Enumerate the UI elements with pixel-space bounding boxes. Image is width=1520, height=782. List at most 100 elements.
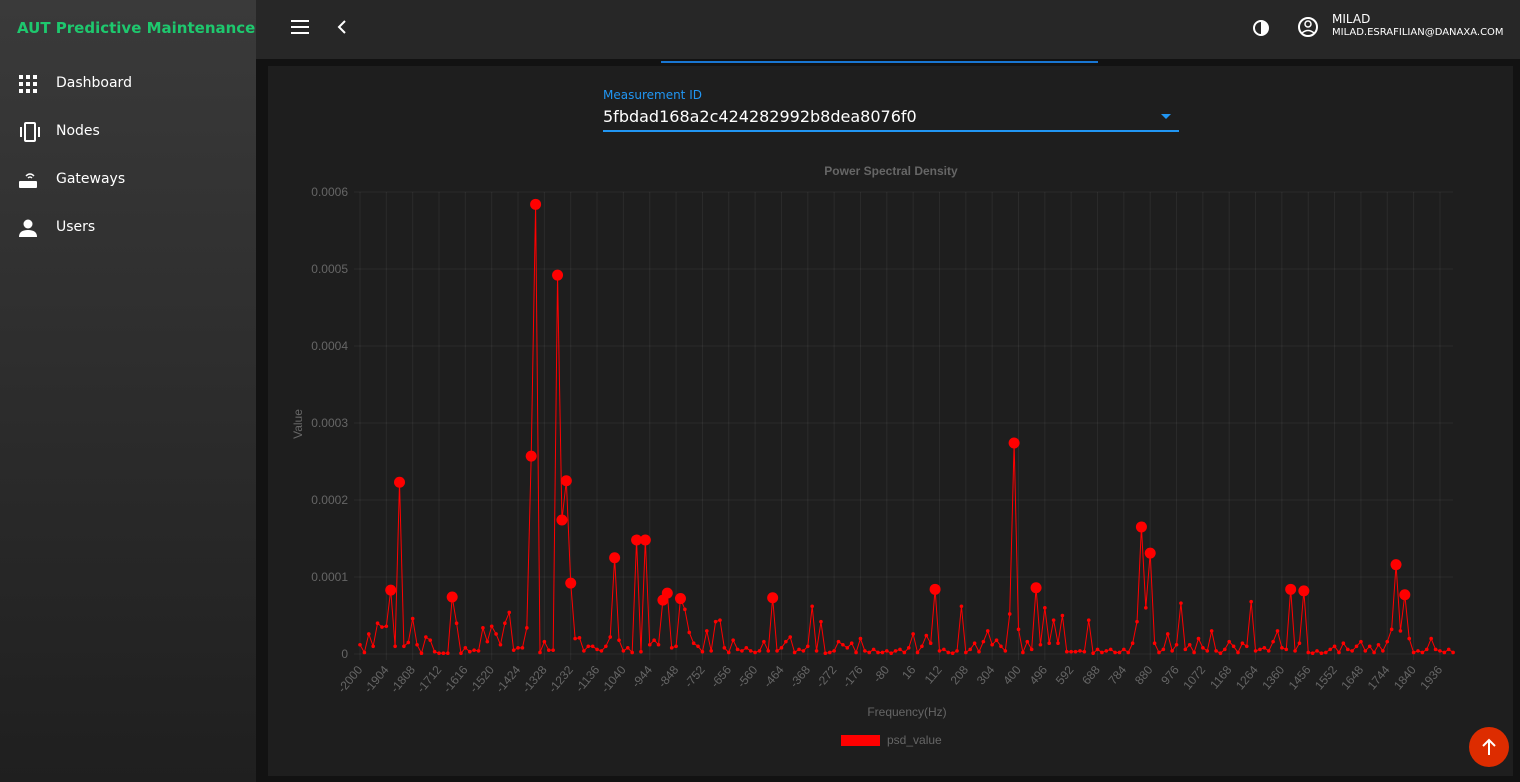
data-point <box>757 649 762 653</box>
data-point <box>906 646 911 650</box>
data-point <box>565 577 577 589</box>
brand[interactable]: AUT Predictive Maintenance <box>17 19 256 37</box>
menu-button[interactable] <box>291 20 309 34</box>
data-point <box>1122 647 1126 652</box>
data-point <box>489 624 494 629</box>
data-point <box>1385 639 1390 644</box>
x-tick-label: -1232 <box>546 663 577 696</box>
data-point <box>652 638 656 642</box>
data-point <box>942 647 946 652</box>
data-point <box>476 649 481 653</box>
x-tick-label: -272 <box>813 663 839 691</box>
data-point <box>1157 650 1161 655</box>
theme-toggle[interactable] <box>1253 20 1269 36</box>
data-point <box>1152 641 1157 646</box>
user-email: MILAD.ESRAFILIAN@DANAXA.COM <box>1332 27 1504 38</box>
data-point <box>1008 437 1020 449</box>
data-point <box>362 650 367 655</box>
data-point <box>735 647 740 652</box>
data-point <box>402 644 406 649</box>
x-tick-label: 1552 <box>1312 663 1340 693</box>
data-point <box>1126 650 1131 655</box>
nav-dashboard[interactable]: Dashboard <box>0 64 256 104</box>
data-point <box>661 587 673 599</box>
data-point <box>1350 649 1354 653</box>
data-point <box>590 644 595 649</box>
data-point <box>1108 647 1113 652</box>
nav-gateways[interactable]: Gateways <box>0 160 256 200</box>
back-button[interactable] <box>337 20 346 34</box>
data-point <box>1165 632 1170 636</box>
data-point <box>1100 650 1104 655</box>
data-point <box>1275 629 1280 633</box>
y-tick-label: 0.0004 <box>311 339 348 353</box>
x-tick-label: -944 <box>629 663 655 691</box>
data-point <box>525 450 537 462</box>
nav-label: Dashboard <box>56 75 132 91</box>
data-point <box>762 639 766 644</box>
x-tick-label: -656 <box>708 663 734 691</box>
data-point <box>1218 651 1223 656</box>
data-point <box>766 649 771 653</box>
data-point <box>767 592 779 604</box>
nav-nodes[interactable]: Nodes <box>0 112 256 152</box>
data-point <box>713 619 718 624</box>
data-point <box>959 604 964 609</box>
data-point <box>832 649 836 653</box>
x-tick-label: 784 <box>1106 663 1130 688</box>
x-tick-label: 1840 <box>1391 663 1419 693</box>
x-tick-label: -560 <box>734 663 760 691</box>
data-point <box>1345 647 1350 652</box>
data-point <box>446 591 458 603</box>
x-tick-label: 1264 <box>1233 663 1261 693</box>
data-point <box>459 651 463 656</box>
select-value[interactable]: 5fbdad168a2c424282992b8dea8076f0 <box>603 107 917 126</box>
y-tick-label: 0.0002 <box>311 493 348 507</box>
data-point <box>1315 649 1319 653</box>
data-point <box>1174 642 1179 647</box>
data-point <box>1192 650 1196 655</box>
data-point <box>1064 649 1069 654</box>
x-tick-label: -1616 <box>440 663 471 696</box>
data-point <box>972 641 977 646</box>
data-point <box>893 649 898 653</box>
data-point <box>1047 641 1052 646</box>
data-point <box>1170 649 1174 653</box>
data-point <box>674 593 686 605</box>
data-point <box>885 649 889 653</box>
data-point <box>1332 644 1337 649</box>
data-point <box>1201 646 1205 650</box>
data-point <box>454 621 459 625</box>
data-point <box>647 642 652 647</box>
data-point <box>955 649 959 653</box>
icon <box>19 75 37 93</box>
data-point <box>1135 619 1139 624</box>
data-point <box>740 649 744 653</box>
data-point <box>366 632 371 636</box>
data-point <box>823 651 828 656</box>
data-point <box>1196 636 1201 641</box>
data-point <box>1399 589 1411 601</box>
data-point <box>1030 582 1042 594</box>
legend-swatch <box>841 735 880 746</box>
nav-users[interactable]: Users <box>0 208 256 248</box>
data-point <box>964 650 968 655</box>
data-point <box>394 476 406 488</box>
select-arrow[interactable] <box>1160 112 1172 120</box>
data-point <box>1091 651 1095 656</box>
data-point <box>586 644 591 649</box>
data-point <box>854 650 858 655</box>
data-point <box>722 646 727 650</box>
y-tick-label: 0.0001 <box>311 570 348 584</box>
account-icon[interactable] <box>1298 17 1318 37</box>
select-label: Measurement ID <box>603 88 702 102</box>
data-point <box>467 649 472 654</box>
x-tick-label: -752 <box>682 663 708 691</box>
data-point <box>1424 647 1429 652</box>
scroll-top-button[interactable] <box>1469 727 1509 767</box>
data-point <box>726 650 731 655</box>
x-tick-label: 496 <box>1027 663 1051 688</box>
data-point <box>604 644 608 649</box>
data-point <box>371 644 375 649</box>
